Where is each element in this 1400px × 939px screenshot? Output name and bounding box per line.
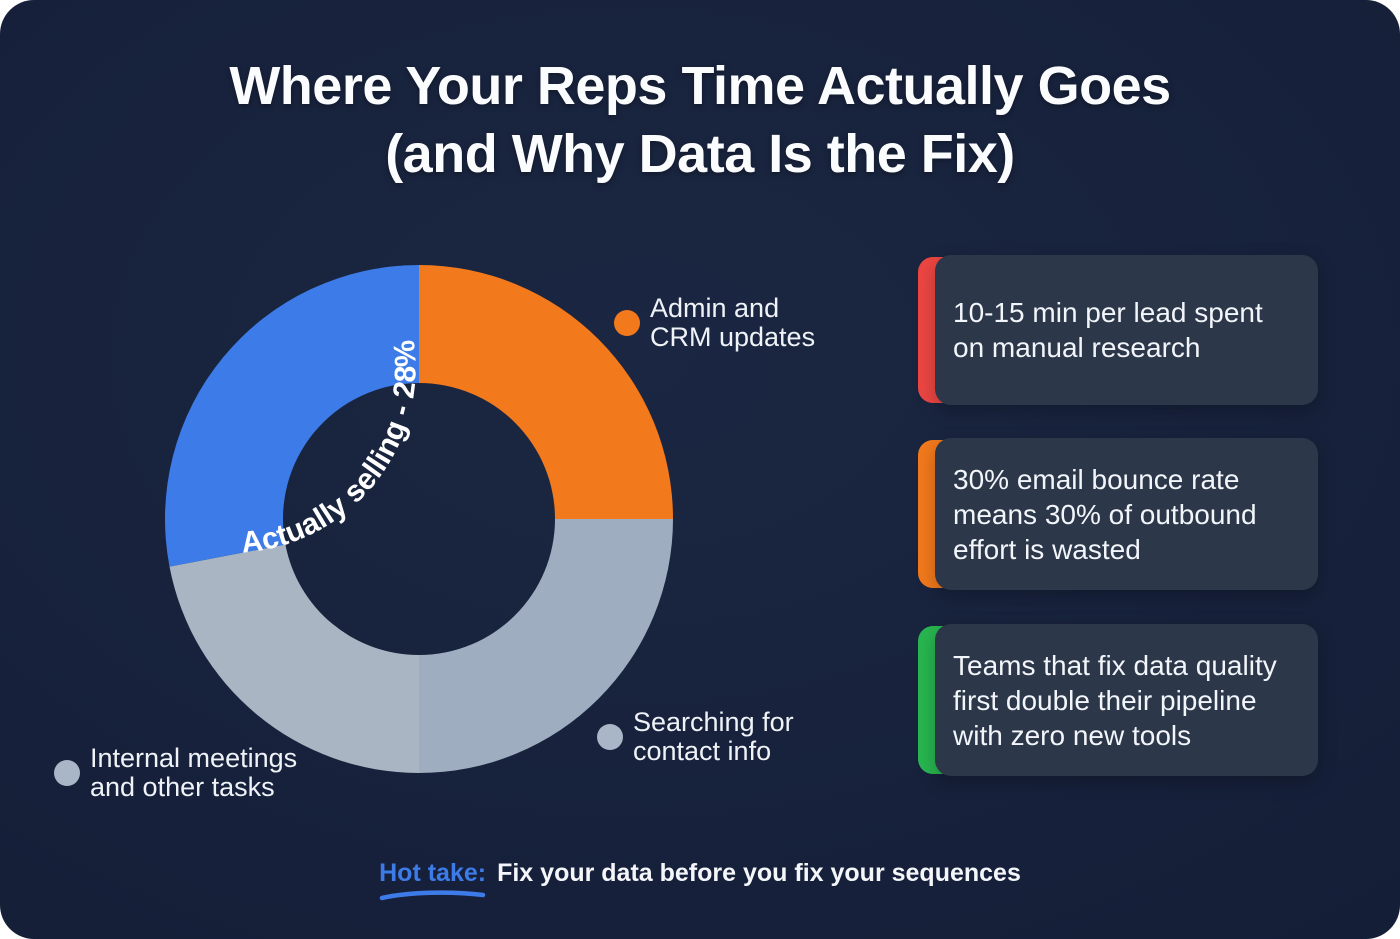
hot-take-text: Hot take: [379, 859, 487, 887]
legend-label-internal-meetings: Internal meetings and other tasks [90, 744, 297, 802]
hot-take-underline [379, 890, 486, 901]
card-body: 10-15 min per lead spent on manual resea… [935, 255, 1318, 405]
legend-label-line: contact info [633, 736, 772, 766]
stat-card-bounce-rate: 30% email bounce rate means 30% of outbo… [918, 438, 1318, 590]
legend-label-line: Internal meetings [90, 743, 298, 773]
footer-note: Hot take: Fix your data before you fix y… [0, 859, 1400, 901]
legend-label-line: Admin and [650, 293, 780, 323]
card-body: Teams that fix data quality first double… [935, 624, 1318, 776]
legend-label-line: and other tasks [90, 772, 275, 802]
donut-chart: Actually selling - 28% [164, 265, 673, 773]
donut-segment-1 [419, 519, 673, 773]
legend-label-searching: Searching for contact info [633, 708, 794, 766]
page-title: Where Your Reps Time Actually Goes (and … [0, 52, 1400, 188]
hot-take-label: Hot take: [379, 859, 487, 901]
legend-dot-searching [597, 724, 623, 750]
stat-card-data-quality: Teams that fix data quality first double… [918, 624, 1318, 776]
legend-dot-admin-crm [614, 310, 640, 336]
donut-segment-0 [419, 265, 673, 519]
card-body: 30% email bounce rate means 30% of outbo… [935, 438, 1318, 590]
legend-label-line: CRM updates [650, 322, 816, 352]
card-text-line: on manual research [953, 332, 1201, 363]
stat-card-manual-research: 10-15 min per lead spent on manual resea… [918, 255, 1318, 405]
legend-item-admin-crm: Admin and CRM updates [614, 294, 815, 352]
legend-dot-internal-meetings [54, 760, 80, 786]
card-text-line: with zero new tools [953, 719, 1192, 751]
card-text-line: effort is wasted [953, 533, 1141, 565]
donut-segment-2 [169, 544, 419, 773]
page-title-line1: Where Your Reps Time Actually Goes [229, 56, 1171, 116]
card-text-line: means 30% of outbound [953, 498, 1257, 530]
card-text-line: 10-15 min per lead spent [953, 297, 1263, 328]
page-title-line2: (and Why Data Is the Fix) [385, 124, 1015, 184]
legend-item-searching: Searching for contact info [597, 708, 794, 766]
donut-segment-3 [164, 265, 419, 567]
legend-label-line: Searching for [633, 707, 794, 737]
legend-label-admin-crm: Admin and CRM updates [650, 294, 815, 352]
footer-text: Fix your data before you fix your sequen… [497, 859, 1021, 887]
card-text-line: 30% email bounce rate [953, 463, 1240, 495]
card-text-line: Teams that fix data quality [953, 649, 1277, 681]
legend-item-internal-meetings: Internal meetings and other tasks [54, 744, 297, 802]
card-text-line: first double their pipeline [953, 684, 1257, 716]
